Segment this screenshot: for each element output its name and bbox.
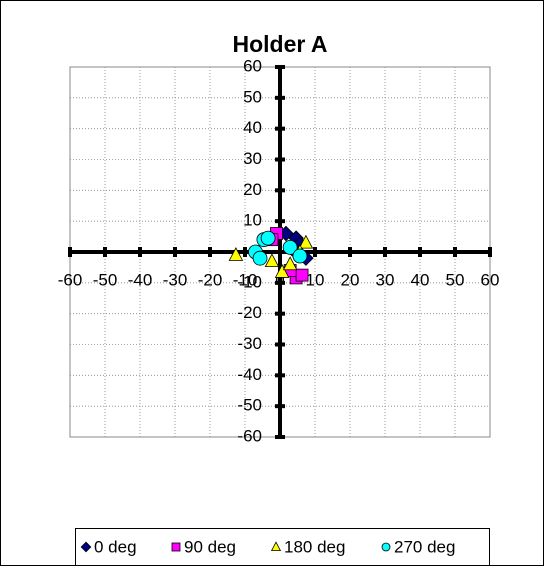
y-tick-label: 10 — [243, 211, 262, 230]
y-tick-label: -30 — [237, 334, 262, 353]
x-tick-label: 10 — [306, 270, 325, 289]
x-tick-label: 50 — [446, 270, 465, 289]
y-tick-label: 40 — [243, 118, 262, 137]
x-tick-label: 60 — [481, 270, 500, 289]
point — [282, 256, 298, 271]
legend-label: 0 deg — [94, 537, 137, 556]
y-tick-label: -50 — [237, 396, 262, 415]
point — [252, 250, 268, 266]
chart-title: Holder A — [233, 31, 328, 57]
point — [295, 268, 309, 282]
point — [260, 230, 276, 246]
point — [228, 247, 244, 261]
point — [292, 248, 308, 264]
x-tick-label: -10 — [233, 270, 258, 289]
point — [274, 263, 290, 278]
x-tick-label: 20 — [341, 270, 360, 289]
legend-label: 270 deg — [394, 537, 455, 556]
y-tick-label: 50 — [243, 87, 262, 106]
x-tick-label: -20 — [198, 270, 223, 289]
x-tick-label: 30 — [376, 270, 395, 289]
y-tick-label: -60 — [237, 426, 262, 445]
y-tick-label: 60 — [243, 56, 262, 75]
y-tick-label: 20 — [243, 180, 262, 199]
point — [264, 253, 280, 268]
legend-label: 180 deg — [284, 537, 345, 556]
x-tick-label: 40 — [411, 270, 430, 289]
legend-box — [75, 528, 490, 566]
legend-label: 90 deg — [184, 537, 236, 556]
legend-marker — [381, 542, 391, 552]
point — [282, 239, 298, 255]
x-tick-label: -30 — [163, 270, 188, 289]
legend-marker — [80, 541, 92, 553]
point — [298, 234, 314, 249]
x-tick-label: -60 — [58, 270, 83, 289]
y-tick-label: 30 — [243, 149, 262, 168]
y-tick-label: -10 — [237, 272, 262, 291]
legend-marker — [171, 542, 181, 552]
y-tick-label: -20 — [237, 303, 262, 322]
x-tick-label: -40 — [128, 270, 153, 289]
x-tick-label: -50 — [93, 270, 118, 289]
y-tick-label: -40 — [237, 365, 262, 384]
legend-marker — [270, 541, 282, 551]
x-tick-label: 0 — [275, 270, 284, 289]
